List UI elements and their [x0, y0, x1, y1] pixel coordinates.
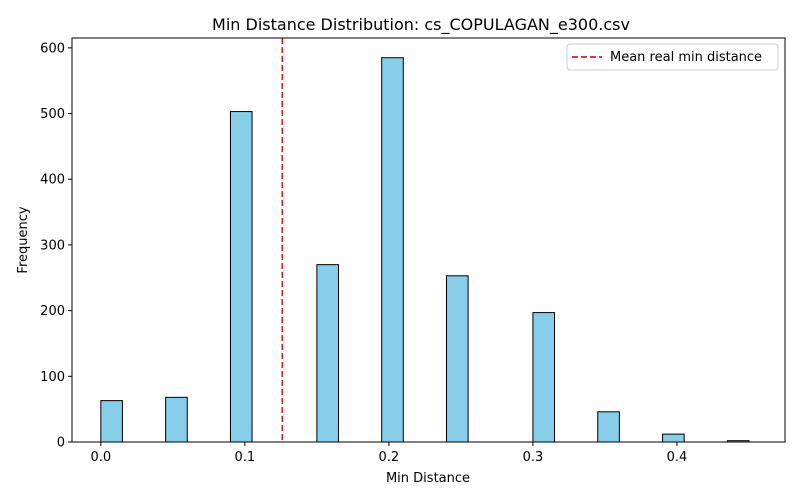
x-tick-label-0: 0.0	[90, 450, 111, 465]
x-tick-label-4: 0.4	[667, 450, 688, 465]
histogram-bar-8	[662, 433, 685, 443]
histogram-bar-1	[165, 396, 188, 443]
histogram-bar-0	[100, 400, 123, 443]
plot-background	[72, 38, 785, 442]
histogram-bar-2	[229, 111, 253, 443]
y-tick-label-3: 300	[40, 238, 65, 253]
y-tick-label-0: 0	[57, 436, 65, 451]
plot-area	[71, 37, 786, 443]
histogram-bar-3	[316, 264, 339, 443]
legend-box	[566, 43, 779, 71]
histogram-bar-4	[381, 57, 404, 443]
y-axis: 0 100 200 300 400 500 600	[40, 41, 72, 451]
y-tick-label-6: 600	[40, 41, 65, 56]
y-tick-label-2: 200	[40, 304, 65, 319]
x-axis-label: Min Distance	[386, 471, 470, 486]
y-tick-label-5: 500	[40, 107, 65, 122]
y-axis-label: Frequency	[16, 206, 31, 273]
y-tick-label-4: 400	[40, 173, 65, 188]
x-axis: 0.0 0.1 0.2 0.3 0.4	[90, 442, 687, 465]
bars-layer	[100, 57, 750, 443]
x-tick-label-3: 0.3	[523, 450, 544, 465]
histogram-bar-6	[532, 312, 556, 443]
x-tick-label-1: 0.1	[235, 450, 256, 465]
plot-frame	[71, 37, 786, 443]
x-tick-label-2: 0.2	[379, 450, 400, 465]
histogram-bar-7	[597, 411, 620, 443]
legend: Mean real min distance	[566, 43, 779, 71]
histogram-bar-5	[446, 275, 469, 443]
chart-title: Min Distance Distribution: cs_COPULAGAN_…	[212, 15, 630, 35]
y-tick-label-1: 100	[40, 370, 65, 385]
legend-entry-mean-real-min-distance: Mean real min distance	[610, 50, 762, 65]
